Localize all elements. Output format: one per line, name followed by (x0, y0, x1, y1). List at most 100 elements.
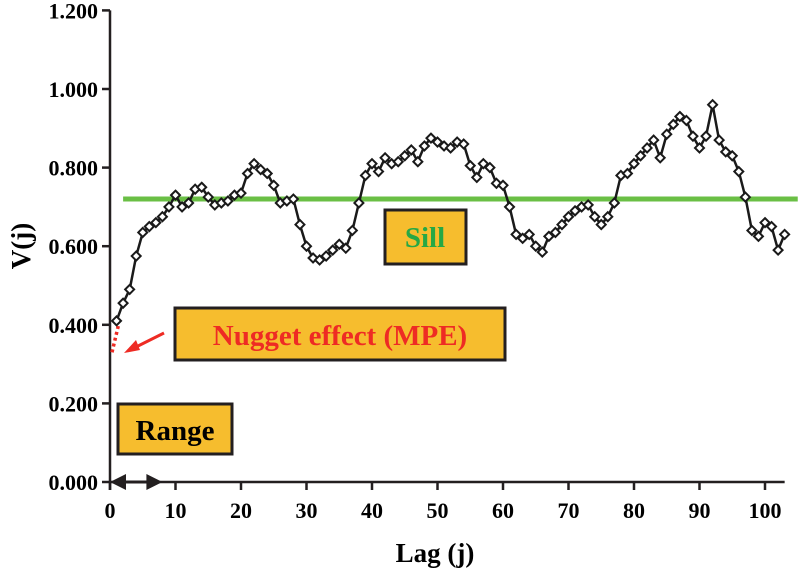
data-point (641, 142, 654, 154)
data-point (542, 230, 555, 243)
data-point (130, 250, 143, 262)
x-tick-label: 80 (623, 498, 645, 523)
nugget-box (173, 306, 507, 362)
range-arrow (110, 474, 163, 490)
range-box (116, 402, 234, 456)
data-point (320, 250, 333, 262)
x-tick-label: 10 (165, 498, 187, 523)
data-point (752, 230, 765, 243)
y-tick-label: 1.000 (49, 77, 99, 102)
data-point (713, 134, 726, 147)
data-point (457, 138, 470, 150)
data-point (117, 297, 130, 310)
y-axis: 0.000 0.200 0.400 0.600 0.800 1.000 1.200 (49, 0, 112, 495)
data-point (123, 283, 136, 296)
data-point (241, 167, 254, 180)
data-point (267, 179, 280, 192)
data-point (503, 200, 516, 213)
nugget-dotted-line (110, 324, 121, 353)
range-arrow-right-head (146, 474, 163, 490)
y-tick-label: 1.200 (49, 0, 99, 23)
data-point (235, 187, 247, 200)
data-point (300, 240, 313, 253)
annotations: Sill Nugget effect (MPE) Range (110, 208, 507, 490)
data-point (569, 204, 581, 217)
data-point (313, 254, 326, 266)
series-group (110, 98, 791, 327)
x-tick-label: 30 (296, 498, 318, 523)
x-tick-label: 50 (427, 498, 449, 523)
data-point (706, 98, 719, 111)
data-point (582, 199, 595, 211)
data-point (700, 130, 712, 143)
data-point (693, 142, 706, 154)
x-tick-label: 60 (492, 498, 514, 523)
data-point (549, 226, 562, 239)
data-point (202, 191, 215, 203)
data-point (339, 242, 352, 255)
y-tick-label: 0.600 (49, 234, 99, 259)
y-tick-label: 0.200 (49, 391, 99, 416)
data-point (464, 159, 477, 172)
data-point (149, 216, 162, 229)
data-point (248, 157, 261, 170)
data-point (660, 128, 673, 141)
data-point (326, 244, 339, 257)
data-point (136, 226, 149, 239)
nugget-arrow-head (124, 340, 140, 353)
sill-box (383, 208, 468, 266)
data-point (772, 244, 785, 257)
data-point (470, 171, 483, 184)
data-point (254, 163, 267, 176)
data-point (726, 149, 739, 162)
data-point (182, 197, 195, 209)
data-point (556, 218, 568, 231)
x-tick-label: 100 (749, 498, 782, 523)
data-point (778, 228, 791, 241)
y-tick-label: 0.400 (49, 313, 99, 338)
data-point (359, 169, 372, 182)
data-point (156, 210, 169, 223)
data-point (497, 179, 509, 192)
x-tick-label: 90 (689, 498, 711, 523)
data-point (379, 151, 392, 164)
data-point (516, 232, 529, 245)
data-point (418, 140, 431, 152)
data-point (745, 224, 758, 237)
x-axis: 0 10 20 30 40 50 60 70 80 90 100 (105, 480, 785, 523)
range-arrow-left-head (110, 474, 126, 490)
data-point (739, 191, 752, 203)
data-point (634, 149, 647, 162)
data-point (398, 149, 411, 162)
data-point (523, 228, 536, 241)
data-point (667, 118, 680, 131)
data-point (621, 167, 634, 180)
data-point (759, 216, 771, 229)
data-point (287, 193, 300, 205)
data-point (601, 210, 614, 223)
y-tick-label: 0.800 (49, 156, 99, 181)
data-point (732, 165, 745, 178)
data-point (346, 224, 359, 237)
data-point (294, 218, 306, 231)
data-point (510, 228, 523, 241)
data-point (405, 144, 418, 156)
data-point (169, 189, 182, 202)
data-point (628, 157, 640, 170)
data-point (392, 155, 405, 168)
data-point (595, 218, 608, 231)
data-point (765, 220, 778, 233)
data-point (673, 110, 686, 123)
data-point (411, 155, 424, 168)
data-point (431, 136, 444, 148)
data-point (529, 240, 542, 253)
data-point (176, 200, 188, 213)
sill-label: Sill (405, 222, 445, 254)
data-point (647, 134, 660, 147)
data-point (477, 157, 490, 170)
data-point (483, 161, 496, 174)
x-tick-label: 20 (230, 498, 252, 523)
data-point (333, 238, 346, 251)
range-label: Range (136, 415, 215, 447)
